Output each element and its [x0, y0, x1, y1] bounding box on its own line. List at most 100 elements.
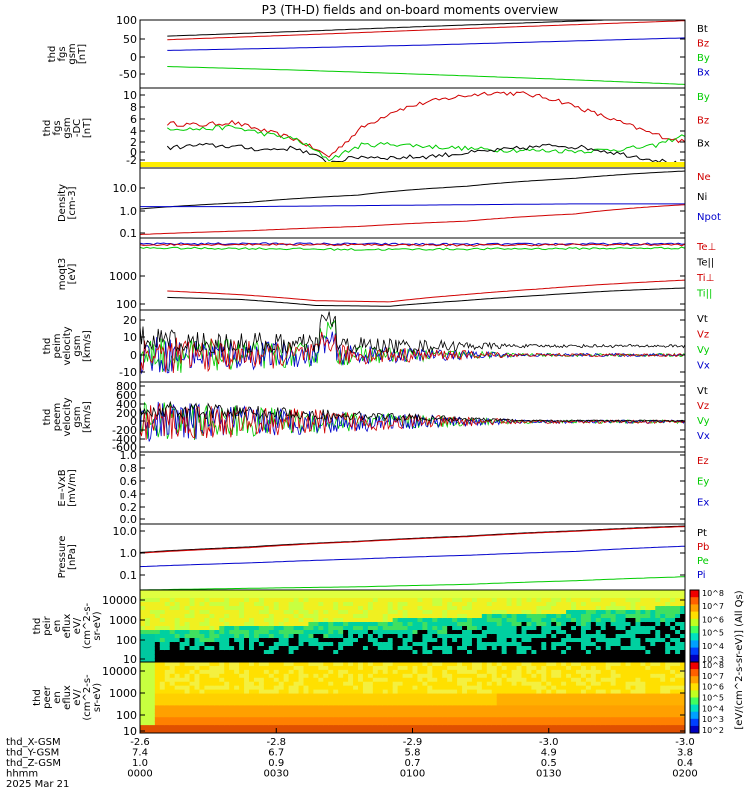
- heatmap-cell: [580, 725, 587, 730]
- heatmap-cell: [189, 681, 196, 687]
- heatmap-cell: [650, 650, 656, 655]
- heatmap-cell: [140, 658, 146, 662]
- heatmap-cell: [600, 658, 607, 662]
- heatmap-cell: [338, 634, 344, 639]
- heatmap-cell: [402, 614, 409, 619]
- heatmap-cell: [531, 713, 537, 718]
- heatmap-cell: [541, 626, 547, 631]
- heatmap-cell: [204, 606, 210, 611]
- heatmap-cell: [234, 590, 240, 595]
- heatmap-cell: [511, 673, 518, 679]
- heatmap-cell: [154, 721, 161, 726]
- legend-entry: Te||: [696, 258, 714, 269]
- heatmap-cell: [675, 725, 681, 730]
- heatmap-cell: [229, 689, 235, 695]
- heatmap-cell: [184, 590, 191, 595]
- heatmap-cell: [506, 594, 513, 599]
- heatmap-cell: [313, 697, 319, 703]
- y-axis-label: gsm: [72, 406, 83, 427]
- heatmap-cell: [556, 598, 562, 603]
- heatmap-cell: [144, 638, 151, 643]
- heatmap-cell: [610, 642, 617, 647]
- panel-peer_eflux-marks: [140, 662, 685, 733]
- heatmap-cell: [432, 642, 438, 647]
- y-axis-label: sr-eV): [92, 683, 103, 712]
- heatmap-cell: [566, 717, 572, 722]
- heatmap-cell: [402, 634, 409, 639]
- heatmap-cell: [457, 665, 463, 671]
- heatmap-cell: [457, 590, 463, 595]
- heatmap-cell: [392, 673, 399, 679]
- heatmap-cell: [506, 685, 513, 691]
- heatmap-cell: [362, 602, 369, 607]
- heatmap-cell: [239, 594, 245, 599]
- heatmap-cell: [526, 646, 532, 651]
- heatmap-cell: [184, 610, 191, 615]
- heatmap-cell: [353, 697, 359, 703]
- heatmap-cell: [670, 590, 676, 595]
- heatmap-cell: [362, 634, 369, 639]
- heatmap-cell: [402, 721, 409, 726]
- heatmap-cell: [268, 677, 275, 683]
- heatmap-cell: [387, 594, 394, 599]
- heatmap-cell: [392, 669, 399, 675]
- heatmap-cell: [600, 705, 607, 710]
- heatmap-cell: [655, 689, 661, 695]
- heatmap-cell: [531, 721, 537, 726]
- heatmap-cell: [382, 634, 389, 639]
- heatmap-cell: [323, 689, 329, 695]
- heatmap-cell: [263, 709, 270, 714]
- heatmap-cell: [580, 669, 587, 675]
- y-axis-label: en: [52, 691, 63, 704]
- heatmap-cell: [471, 634, 478, 639]
- heatmap-cell: [253, 618, 260, 623]
- heatmap-cell: [665, 729, 671, 733]
- heatmap-cell: [476, 721, 483, 726]
- heatmap-cell: [506, 638, 513, 643]
- heatmap-cell: [278, 622, 285, 627]
- heatmap-cell: [467, 614, 473, 619]
- heatmap-cell: [600, 618, 607, 623]
- heatmap-cell: [491, 650, 498, 655]
- heatmap-cell: [645, 638, 651, 643]
- heatmap-cell: [595, 626, 602, 631]
- y-axis-label: [nT]: [82, 118, 93, 138]
- heatmap-cell: [288, 610, 295, 615]
- heatmap-cell: [209, 729, 215, 733]
- heatmap-cell: [546, 630, 552, 635]
- heatmap-cell: [308, 662, 314, 667]
- heatmap-cell: [590, 590, 597, 595]
- heatmap-cell: [486, 654, 493, 659]
- heatmap-cell: [348, 654, 354, 659]
- heatmap-cell: [516, 689, 523, 695]
- heatmap-cell: [229, 705, 235, 710]
- heatmap-cell: [313, 606, 319, 611]
- heatmap-cell: [209, 697, 215, 703]
- heatmap-cell: [387, 705, 394, 710]
- heatmap-cell: [447, 693, 453, 699]
- heatmap-cell: [169, 606, 176, 611]
- heatmap-cell: [580, 705, 587, 710]
- heatmap-cell: [362, 677, 369, 683]
- heatmap-cell: [159, 665, 166, 671]
- heatmap-cell: [486, 646, 493, 651]
- heatmap-cell: [412, 689, 419, 695]
- heatmap-cell: [481, 634, 488, 639]
- heatmap-cell: [481, 713, 488, 718]
- heatmap-cell: [590, 626, 597, 631]
- heatmap-cell: [154, 685, 161, 691]
- heatmap-cell: [417, 709, 423, 714]
- y-axis-label: eflux: [62, 685, 73, 710]
- heatmap-cell: [273, 677, 280, 683]
- heatmap-cell: [491, 606, 498, 611]
- heatmap-cell: [144, 697, 151, 703]
- heatmap-cell: [496, 626, 503, 631]
- heatmap-cell: [224, 725, 230, 730]
- heatmap-cell: [437, 681, 443, 687]
- heatmap-cell: [640, 642, 646, 647]
- heatmap-cell: [526, 650, 532, 655]
- heatmap-cell: [590, 646, 597, 651]
- heatmap-cell: [283, 717, 290, 722]
- heatmap-cell: [432, 658, 438, 662]
- heatmap-cell: [149, 598, 156, 603]
